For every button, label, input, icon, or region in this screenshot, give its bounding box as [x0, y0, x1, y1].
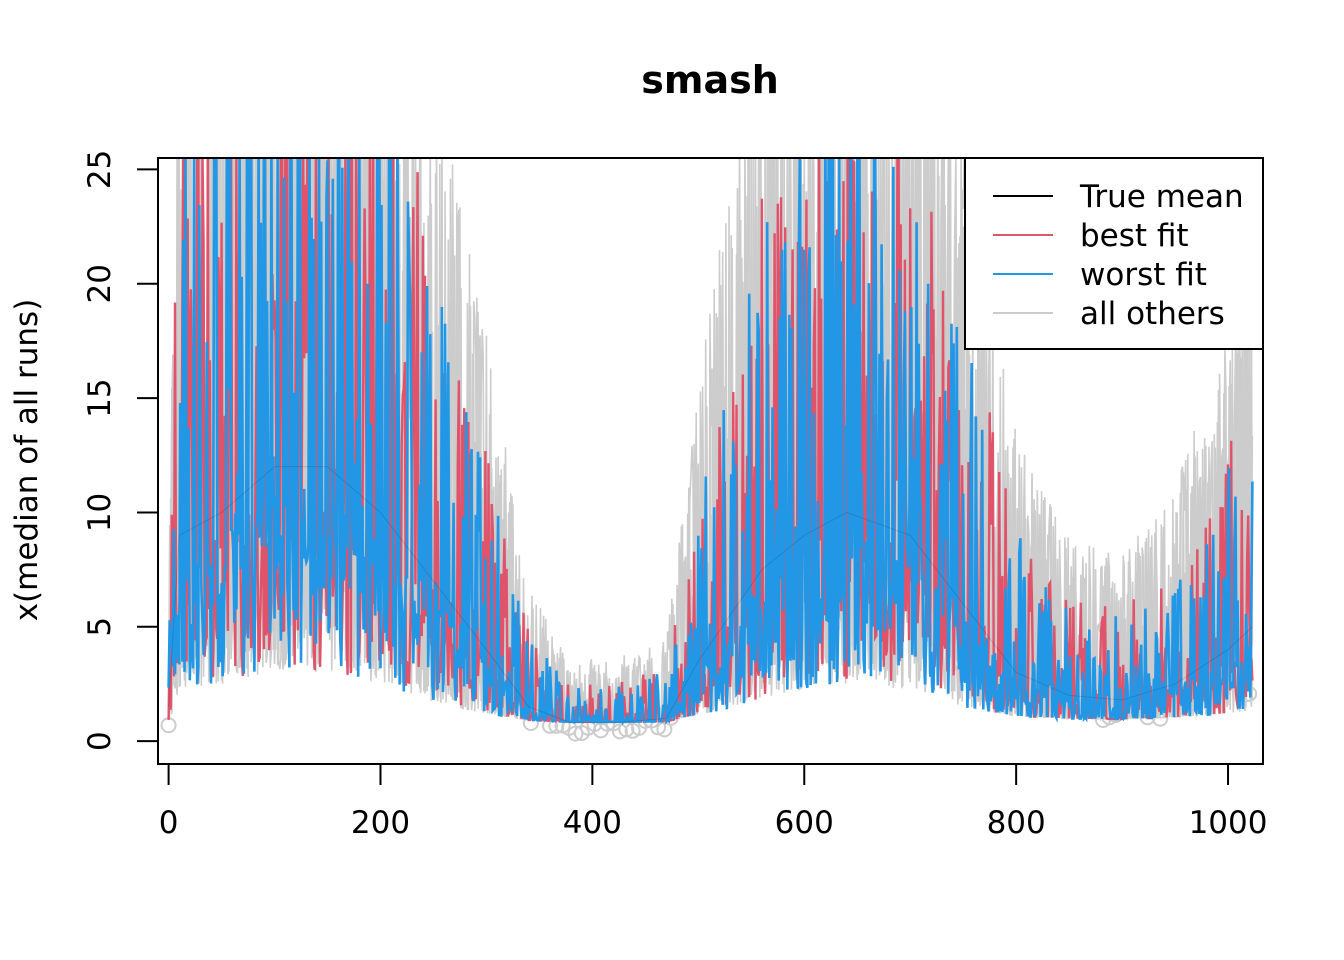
series-true-mean: [168, 466, 1253, 724]
y-tick-label: 20: [82, 264, 118, 303]
y-tick-label: 5: [82, 617, 118, 637]
y-axis: 0 5 10 15 20 25: [82, 150, 159, 751]
y-tick-label: 0: [82, 731, 118, 751]
x-tick-label: 1000: [1189, 805, 1268, 841]
y-tick-label: 25: [82, 150, 118, 189]
legend-label: best fit: [1080, 218, 1189, 254]
y-axis-label: x(median of all runs): [9, 299, 45, 622]
series-worst-fit: [167, 158, 1254, 726]
plot-area: [160, 158, 1258, 742]
legend-label: worst fit: [1080, 257, 1207, 293]
y-tick-label: 15: [82, 378, 118, 417]
line-worst-fit: [167, 158, 1254, 726]
legend-label: True mean: [1079, 179, 1244, 215]
chart-title: smash: [641, 58, 779, 102]
x-tick-label: 800: [987, 805, 1046, 841]
x-tick-label: 400: [563, 805, 622, 841]
x-tick-label: 200: [351, 805, 410, 841]
observed-point: [611, 723, 628, 740]
x-tick-label: 0: [159, 805, 179, 841]
y-tick-label: 10: [82, 493, 118, 532]
legend-label: all others: [1080, 296, 1225, 332]
x-tick-label: 600: [775, 805, 834, 841]
x-axis: 0 200 400 600 800 1000: [159, 763, 1268, 841]
observed-point: [567, 725, 584, 742]
observed-point: [160, 717, 177, 734]
legend-box: [964, 157, 1264, 350]
line-true-mean: [168, 466, 1253, 724]
